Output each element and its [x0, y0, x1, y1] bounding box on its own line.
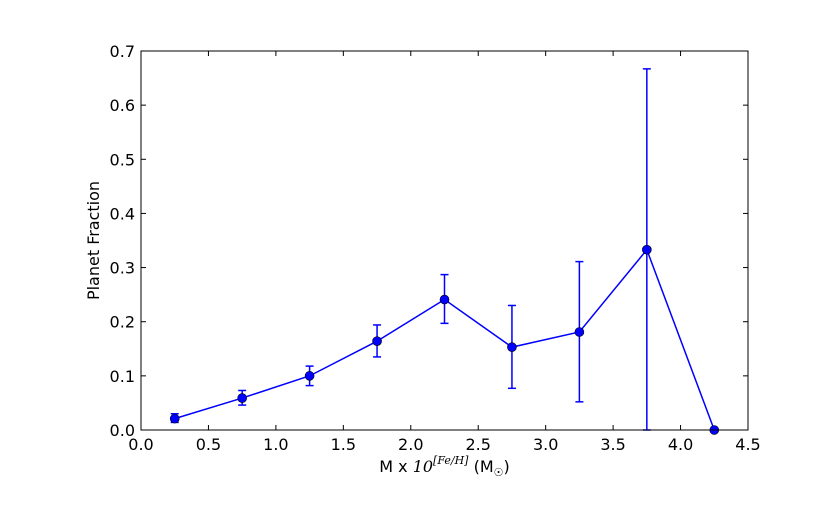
- axis-ticks: [140, 50, 749, 431]
- x-axis-label-unit-open: (M: [468, 457, 493, 476]
- data-point: [439, 294, 450, 305]
- x-axis-label-unit-sub: ☉: [494, 466, 504, 479]
- data-series: [169, 68, 720, 435]
- x-tick-label: 4.0: [668, 435, 693, 454]
- y-tick-label: 0.7: [110, 42, 135, 61]
- x-tick-label: 2.5: [465, 435, 490, 454]
- y-tick-label: 0.3: [110, 259, 135, 278]
- data-point: [642, 244, 652, 255]
- x-tick-label: 3.5: [600, 435, 625, 454]
- x-tick-label: 0.5: [196, 435, 221, 454]
- x-tick-label: 2.0: [398, 435, 423, 454]
- data-point: [304, 371, 315, 381]
- x-tick-label: 1.0: [263, 435, 288, 454]
- x-axis-label: M x 10[Fe/H] (M☉): [379, 454, 510, 479]
- plot-frame: [140, 50, 749, 431]
- x-axis-label-exponent: [Fe/H]: [433, 454, 469, 467]
- x-axis-label-base: 10: [413, 457, 433, 476]
- y-tick-label: 0.6: [110, 96, 135, 115]
- data-point: [574, 327, 585, 337]
- x-tick-label: 4.5: [735, 435, 760, 454]
- x-tick-label: 3.0: [533, 435, 558, 454]
- tick-labels: 0.0 0.5 1.0 1.5 2.0 2.5 3.0 3.5 4.0 4.5 0.0 0.1 0.2 0…: [110, 42, 761, 454]
- data-point: [372, 336, 382, 347]
- y-tick-label: 0.4: [110, 204, 135, 223]
- y-tick-label: 0.0: [110, 421, 135, 440]
- x-axis-label-prefix: M x: [379, 457, 412, 476]
- x-tick-label: 0.0: [128, 435, 153, 454]
- y-tick-label: 0.1: [110, 367, 135, 386]
- x-axis-label-unit-close: ): [504, 457, 510, 476]
- data-point: [507, 342, 517, 352]
- y-tick-label: 0.2: [110, 313, 135, 332]
- data-point: [169, 413, 180, 424]
- data-point: [237, 393, 247, 403]
- x-tick-label: 1.5: [331, 435, 356, 454]
- y-tick-label: 0.5: [110, 150, 135, 169]
- y-axis-label: Planet Fraction: [84, 181, 103, 300]
